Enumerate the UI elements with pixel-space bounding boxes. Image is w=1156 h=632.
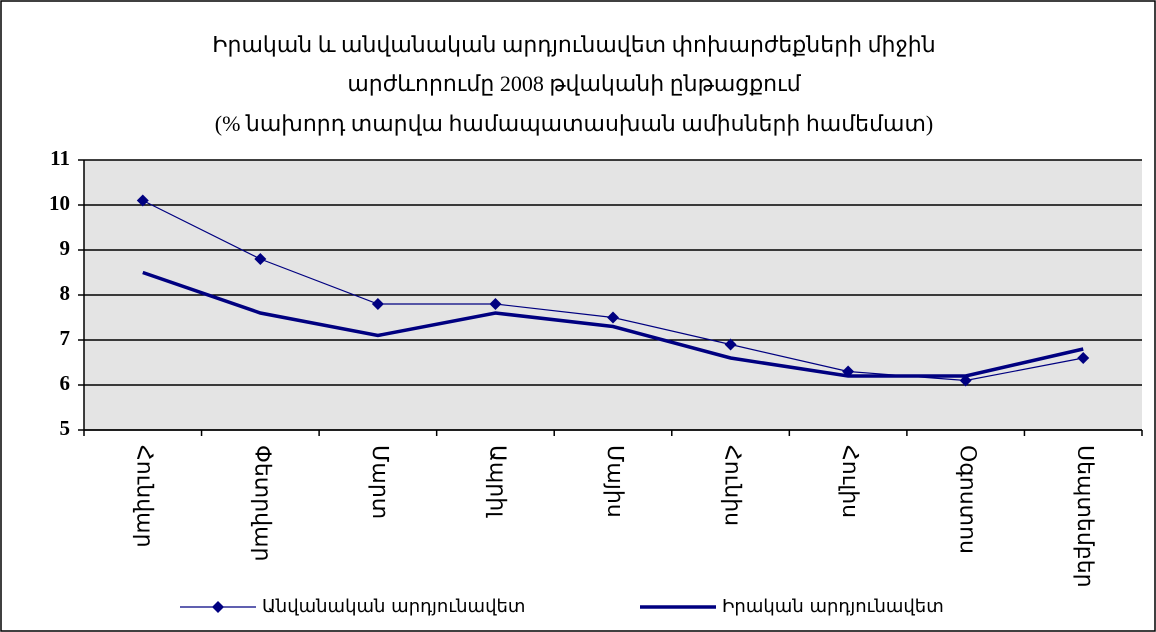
x-tick-label: Հունվար xyxy=(133,445,158,548)
y-tick-label: 11 xyxy=(50,146,70,170)
legend-label: Իրական արդյունավետ xyxy=(722,596,944,617)
marker xyxy=(724,338,737,351)
chart-title: Իրական և անվանական արդյունավետ փոխարժեքն… xyxy=(212,32,935,57)
legend-marker xyxy=(212,601,224,613)
y-tick-label: 5 xyxy=(60,416,71,440)
x-tick-label: Հուլիս xyxy=(838,445,863,518)
x-tick-label: Սեպտեմբեր xyxy=(1073,445,1098,588)
x-tick-label: Փետրվար xyxy=(250,445,275,561)
marker xyxy=(371,298,384,310)
marker xyxy=(136,194,149,207)
y-tick-label: 10 xyxy=(49,191,70,215)
x-tick-label: Ապրիլ xyxy=(485,445,510,518)
y-tick-label: 7 xyxy=(60,326,71,350)
marker xyxy=(1077,352,1090,364)
chart-title: արժևորումը 2008 թվականի ընթացքում xyxy=(347,71,801,96)
marker xyxy=(489,298,502,310)
marker xyxy=(254,253,267,265)
y-tick-label: 8 xyxy=(60,281,71,305)
x-tick-label: Մայիս xyxy=(603,445,628,518)
legend-label: Անվանական արդյունավետ xyxy=(262,596,525,617)
chart-title: (% նախորդ տարվա համապատասխան ամիսների հա… xyxy=(215,111,933,136)
y-tick-label: 6 xyxy=(60,371,71,395)
x-tick-label: Մարտ xyxy=(368,445,393,519)
x-tick-label: Հունիս xyxy=(721,445,746,526)
marker xyxy=(607,311,619,324)
y-tick-label: 9 xyxy=(60,236,71,260)
series-line xyxy=(142,270,1084,378)
x-tick-label: Օգոստոս xyxy=(956,445,981,554)
